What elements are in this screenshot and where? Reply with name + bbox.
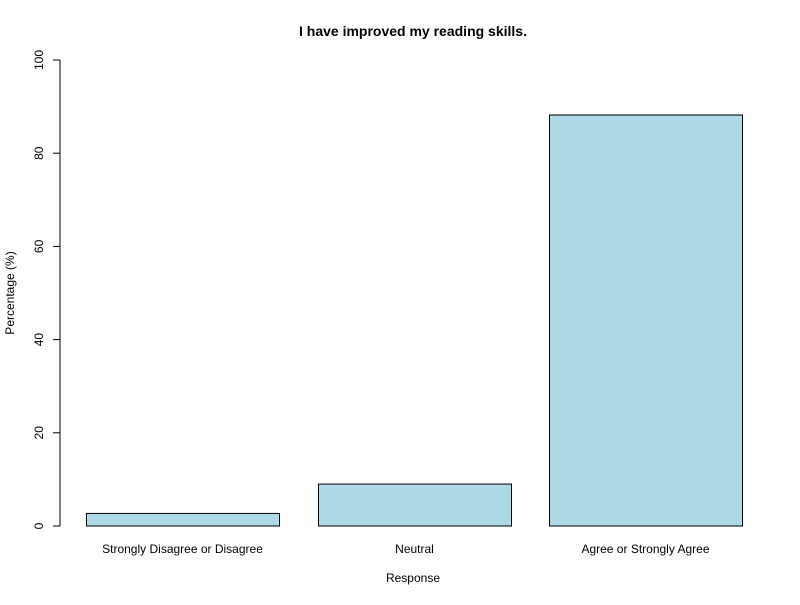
chart-title: I have improved my reading skills. <box>299 23 527 39</box>
y-axis: 0 20 40 60 80 100 <box>32 50 61 529</box>
x-axis-label: Response <box>386 571 440 585</box>
y-tick-label: 60 <box>32 239 46 253</box>
x-category-label: Neutral <box>395 542 434 556</box>
y-tick-label: 100 <box>32 50 46 70</box>
y-tick-label: 20 <box>32 426 46 440</box>
y-tick-label: 80 <box>32 146 46 160</box>
bar <box>318 483 512 527</box>
x-category-labels: Strongly Disagree or Disagree Neutral Agre… <box>102 542 710 556</box>
y-tick-label: 0 <box>32 522 46 529</box>
bar <box>86 512 280 527</box>
x-category-label: Strongly Disagree or Disagree <box>102 542 263 556</box>
y-tick-label: 40 <box>32 333 46 347</box>
bar <box>549 114 743 527</box>
y-axis-label: Percentage (%) <box>3 251 17 334</box>
bars <box>86 114 743 527</box>
x-category-label: Agree or Strongly Agree <box>581 542 709 556</box>
